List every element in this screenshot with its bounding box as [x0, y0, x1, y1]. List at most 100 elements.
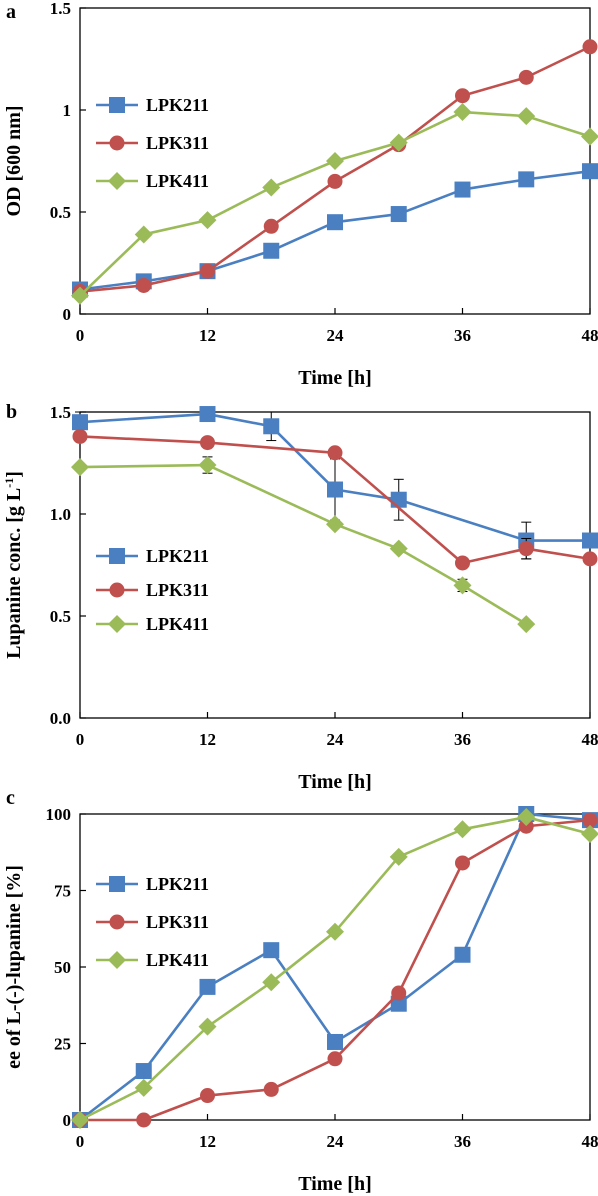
legend-entry-LPK311: LPK311	[96, 580, 209, 600]
data-point	[71, 1111, 89, 1129]
x-tick-label: 0	[76, 326, 85, 345]
data-point	[455, 88, 470, 104]
data-point	[518, 69, 534, 85]
data-point	[136, 277, 152, 293]
x-axis-title: Time [h]	[298, 1173, 372, 1195]
legend-entry-LPK411: LPK411	[96, 171, 209, 191]
legend-marker	[109, 876, 125, 892]
legend-entry-LPK411: LPK411	[96, 614, 209, 634]
data-point	[390, 491, 407, 508]
y-tick-label: 0.5	[50, 607, 71, 626]
chart-panel-c: c 0 12 24 36 48 0 25 50 75 100 Time [h] ee of L-(-)-…	[3, 787, 598, 1195]
legend-marker	[109, 97, 125, 113]
data-point	[136, 1112, 152, 1128]
data-point	[453, 576, 472, 595]
series-LPK311	[72, 428, 598, 571]
data-point	[72, 428, 88, 444]
data-point	[262, 178, 281, 197]
series-LPK211	[72, 406, 598, 560]
data-point	[198, 1017, 217, 1036]
data-point	[327, 214, 343, 231]
data-point	[327, 445, 343, 461]
data-point	[326, 922, 344, 941]
x-tick-label: 12	[199, 326, 216, 345]
data-point	[453, 103, 472, 122]
y-tick-label: 100	[46, 805, 72, 824]
series-line	[79, 435, 591, 565]
y-tick-label: 0.0	[50, 709, 71, 728]
data-point	[518, 818, 534, 834]
legend-marker	[109, 548, 125, 564]
series-LPK411	[71, 456, 536, 634]
data-point	[454, 181, 471, 198]
data-point	[71, 458, 89, 477]
data-point	[326, 152, 344, 170]
data-point	[453, 820, 472, 839]
data-point	[135, 1063, 152, 1080]
x-tick-label: 12	[199, 1132, 216, 1151]
legend-marker	[108, 172, 126, 190]
data-point	[200, 1088, 215, 1104]
data-point	[263, 418, 280, 435]
data-point	[517, 808, 536, 827]
data-point	[582, 39, 598, 55]
legend-entry-LPK211: LPK211	[96, 874, 209, 894]
data-point	[581, 824, 598, 843]
data-point	[454, 946, 471, 963]
legend-label: LPK311	[146, 133, 209, 153]
data-point	[72, 414, 88, 431]
data-point	[199, 978, 216, 995]
legend-marker	[108, 615, 126, 633]
y-tick-label: 0	[63, 305, 72, 324]
x-tick-label: 12	[199, 730, 216, 749]
legend-entry-LPK211: LPK211	[96, 95, 209, 115]
data-point	[200, 435, 215, 451]
panel-letter: b	[6, 401, 17, 423]
y-tick-label: 1.0	[50, 505, 71, 524]
data-point	[517, 107, 536, 126]
data-point	[198, 456, 217, 475]
data-point	[262, 973, 281, 992]
data-point	[327, 1033, 343, 1050]
y-tick-label: 50	[54, 958, 71, 977]
y-tick-label: 25	[54, 1035, 71, 1054]
series-LPK411	[71, 808, 598, 1129]
series-LPK411	[71, 103, 598, 305]
x-tick-label: 24	[327, 326, 345, 345]
legend-entry-LPK311: LPK311	[96, 133, 209, 153]
legend-marker	[108, 951, 126, 969]
chart-panel-a: a 0 12 24 36 48 0 0.5 1 1.5 Time [h] OD [600 nm] LPK…	[3, 0, 598, 389]
data-point	[391, 985, 407, 1001]
data-point	[389, 847, 408, 866]
data-point	[200, 263, 215, 279]
y-tick-label: 1.5	[50, 0, 71, 18]
data-point	[517, 615, 536, 634]
y-tick-label: 1	[63, 101, 72, 120]
y-axis-title: ee of L-(-)-lupanine [%]	[3, 865, 25, 1069]
x-tick-label: 24	[327, 730, 345, 749]
data-point	[455, 855, 470, 871]
data-point	[582, 532, 598, 549]
data-point	[263, 218, 279, 234]
data-point	[390, 995, 407, 1012]
legend-entry-LPK311: LPK311	[96, 912, 209, 932]
legend-marker	[109, 582, 125, 598]
data-point	[134, 1078, 153, 1097]
legend-label: LPK211	[146, 546, 209, 566]
data-point	[518, 541, 534, 557]
data-point	[198, 211, 217, 230]
data-point	[518, 171, 535, 188]
legend-marker	[109, 914, 125, 930]
legend-label: LPK311	[146, 912, 209, 932]
y-tick-label: 0	[63, 1111, 72, 1130]
legend-marker	[109, 135, 125, 151]
data-point	[389, 133, 408, 152]
legend-entry-LPK411: LPK411	[96, 950, 209, 970]
data-point	[134, 225, 153, 244]
data-point	[582, 163, 598, 180]
y-tick-label: 1.5	[50, 403, 71, 422]
panel-letter: a	[6, 1, 16, 23]
y-tick-label: 0.5	[50, 203, 71, 222]
x-tick-label: 48	[582, 326, 598, 345]
